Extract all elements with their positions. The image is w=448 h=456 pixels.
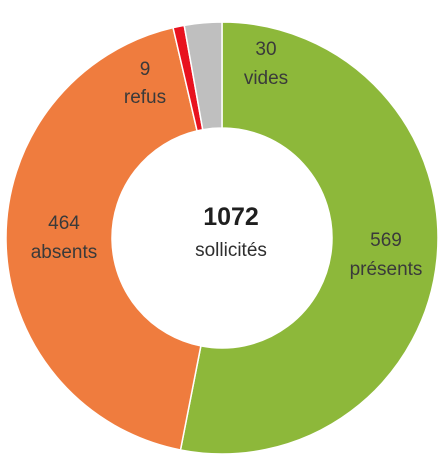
- slice-label-vides: 30 vides: [244, 39, 288, 89]
- slice-label-refus: 9 refus: [124, 59, 166, 108]
- slice-label-presents: 569 présents: [350, 230, 423, 280]
- slice-value-vides: 30: [255, 39, 276, 60]
- slice-value-refus: 9: [140, 59, 151, 80]
- slice-name-refus: refus: [124, 87, 166, 108]
- donut-hole: [112, 128, 332, 348]
- center-total-value: 1072: [203, 203, 259, 231]
- slice-value-absents: 464: [48, 213, 80, 234]
- slice-label-absents: 464 absents: [31, 213, 98, 263]
- slice-value-presents: 569: [370, 230, 402, 251]
- center-total-label: sollicités: [195, 240, 267, 261]
- slice-name-presents: présents: [350, 259, 423, 280]
- slice-name-vides: vides: [244, 68, 288, 89]
- donut-slices: [5, 21, 439, 455]
- slice-name-absents: absents: [31, 242, 98, 263]
